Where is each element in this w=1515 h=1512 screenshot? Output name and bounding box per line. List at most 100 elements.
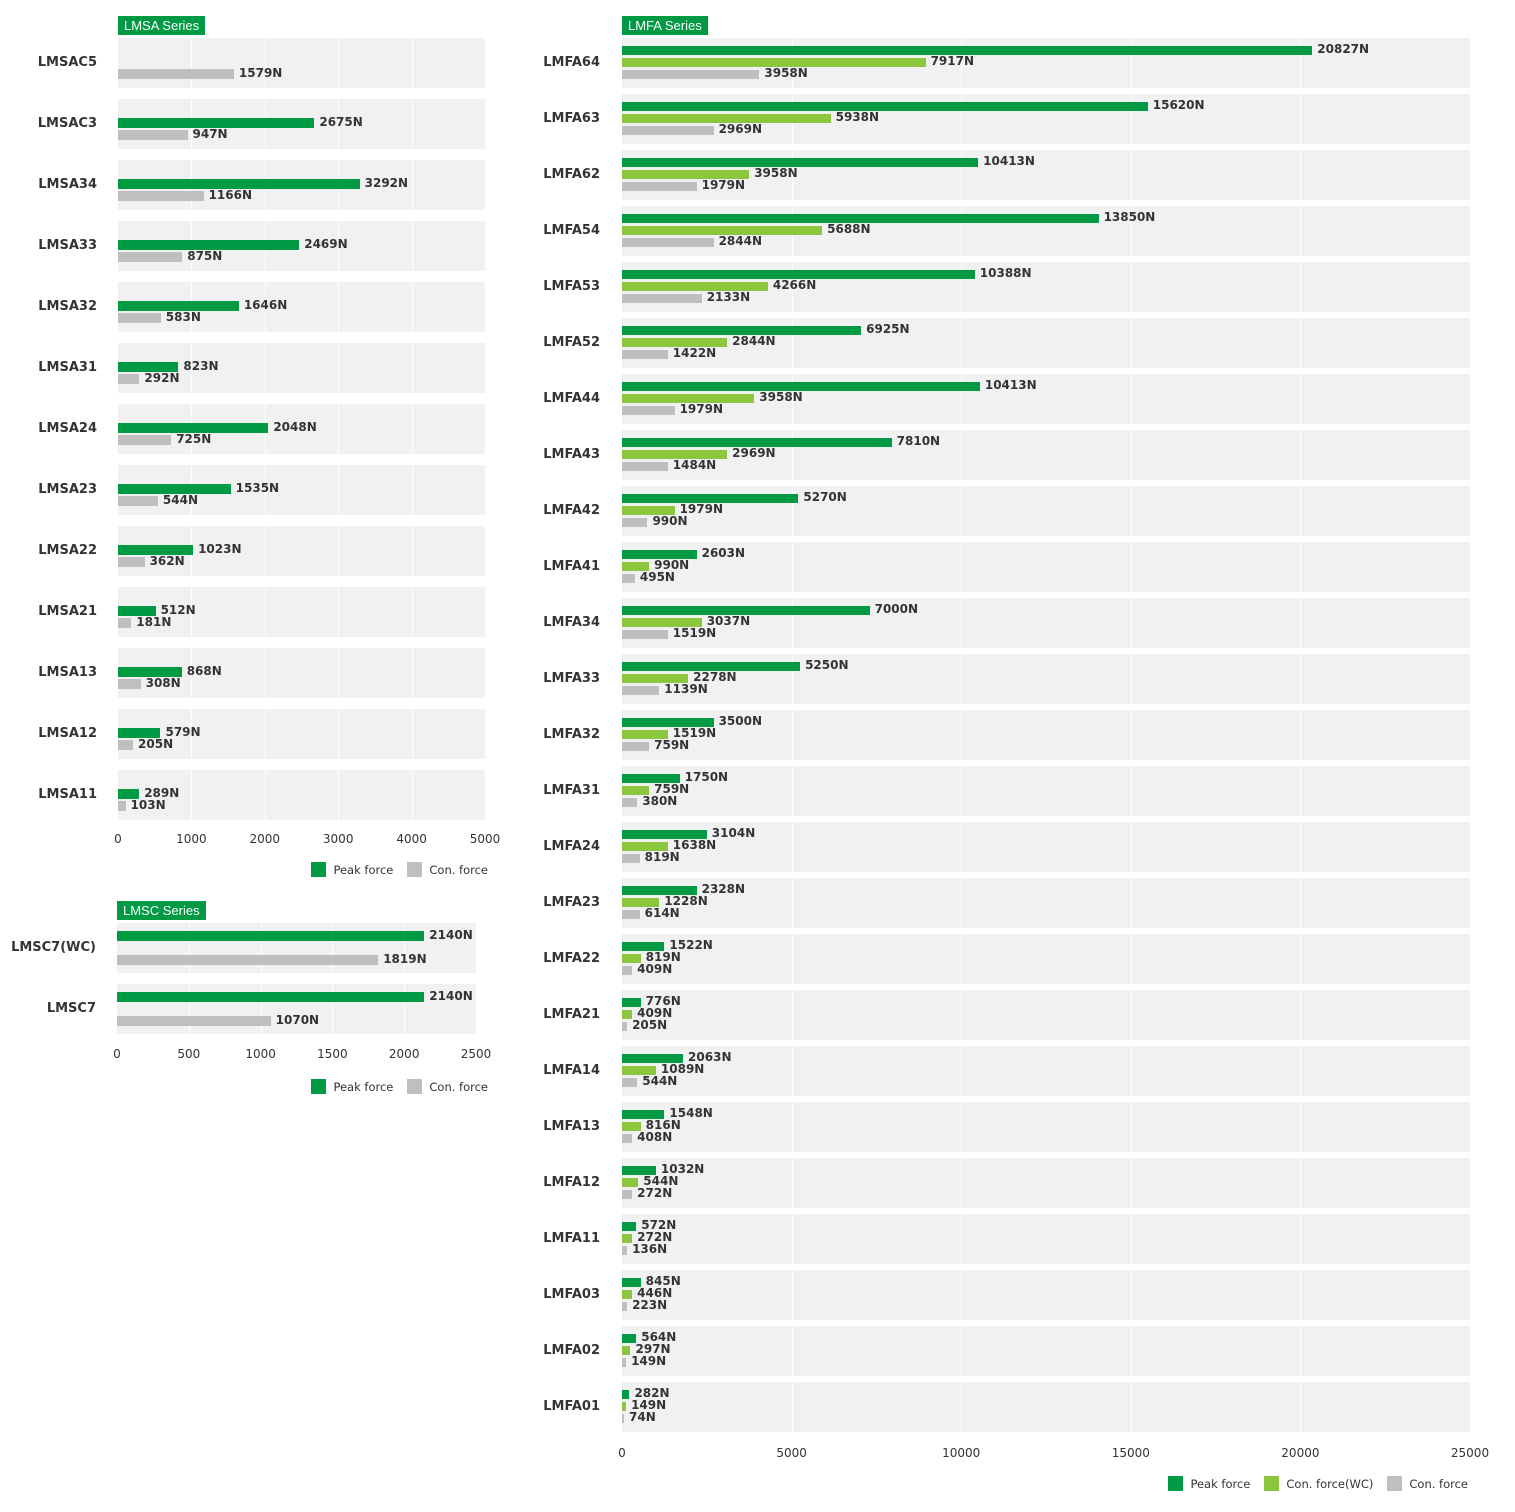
lmfa-bar-peak-force [622,213,1099,223]
lmfa-value-label: 5938N [835,110,880,124]
lmfa-bar-con-force-wc [622,897,660,907]
legend-label: Con. force [429,862,488,877]
legend-swatch [407,862,423,877]
lmsa-gridline [411,587,413,637]
lmfa-bar-con-force-wc [622,729,668,739]
lmfa-gridline [961,1270,963,1320]
lmsa-row-label: LMSA33 [38,238,97,253]
lmfa-value-label: 5250N [805,658,849,672]
lmfa-bar-con-force-wc [622,337,728,347]
lmsa-value-label: 875N [187,249,223,263]
lmsa-gridline [191,709,193,759]
lmfa-gridline [961,1326,963,1376]
lmfa-row-label: LMFA54 [543,223,600,238]
lmfa-value-label: 10413N [984,378,1037,392]
lmsa-row-label: LMSA34 [38,177,97,192]
lmfa-gridline [1300,374,1302,424]
lmsc-legend-item: Peak force [311,1079,393,1094]
lmsa-value-label: 289N [144,786,180,800]
lmsa-gridline [264,648,266,698]
lmfa-bar-con-force-wc [622,505,675,515]
lmsa-row-label: LMSA24 [38,421,97,436]
lmsa-row-band [118,587,485,637]
legend-swatch [311,1079,327,1094]
lmfa-bar-con-force [622,909,640,919]
lmfa-gridline [1300,430,1302,480]
lmsc-value-label: 1070N [275,1013,320,1027]
lmfa-value-label: 2969N [718,122,763,136]
lmfa-bar-con-force-wc [622,1401,627,1411]
lmfa-bar-peak-force [622,325,862,335]
lmfa-value-label: 1979N [701,178,746,192]
lmfa-value-label: 205N [632,1018,668,1032]
lmfa-gridline [1300,542,1302,592]
lmfa-bar-peak-force [622,1165,656,1175]
lmfa-value-label: 15620N [1152,98,1205,112]
lmfa-row-label: LMFA02 [543,1343,600,1358]
lmfa-bar-peak-force [622,773,680,783]
lmfa-bar-con-force-wc [622,1233,633,1243]
lmfa-value-label: 6925N [866,322,910,336]
lmfa-value-label: 819N [644,850,680,864]
lmsa-tick-label: 3000 [322,832,354,846]
lmfa-value-label: 759N [654,738,690,752]
lmfa-bar-con-force-wc [622,841,668,851]
lmfa-value-label: 2063N [688,1050,732,1064]
lmfa-gridline [1130,318,1132,368]
lmfa-gridline [1300,486,1302,536]
lmsc-bar-con-force [117,1016,271,1026]
lmfa-gridline [961,262,963,312]
lmsa-gridline [338,465,340,515]
lmsa-bar-peak-force [118,118,315,128]
lmfa-gridline [791,1382,793,1432]
lmsa-gridline [338,282,340,332]
lmfa-gridline [1300,1158,1302,1208]
lmsa-gridline [264,770,266,820]
lmsa-tick-label: 4000 [396,832,427,846]
lmfa-row-label: LMFA52 [543,335,600,350]
lmsa-row-label: LMSA11 [38,787,97,802]
lmsa-value-label: 308N [145,676,181,690]
lmfa-bar-peak-force [622,381,980,391]
lmfa-gridline [791,654,793,704]
lmfa-gridline [1130,150,1132,200]
lmfa-bar-peak-force [622,1277,641,1287]
lmfa-legend-item: Peak force [1168,1476,1250,1491]
lmfa-value-label: 1548N [669,1106,713,1120]
lmfa-value-label: 3958N [764,66,808,80]
lmfa-gridline [961,94,963,144]
lmfa-bar-con-force-wc [622,673,689,683]
lmfa-value-label: 13850N [1103,210,1156,224]
lmfa-row-label: LMFA33 [543,671,600,686]
lmfa-value-label: 990N [654,558,690,572]
lmfa-bar-con-force [622,517,648,527]
lmfa-value-label: 223N [632,1298,668,1312]
lmfa-gridline [961,878,963,928]
lmsa-row-label: LMSA13 [38,665,97,680]
lmfa-tick-label: 15000 [1111,1446,1150,1460]
lmfa-value-label: 3104N [711,826,756,840]
lmfa-bar-con-force [622,349,668,359]
lmfa-gridline [1130,1214,1132,1264]
lmfa-gridline [1130,486,1132,536]
lmfa-row-label: LMFA21 [543,1007,600,1022]
lmfa-value-label: 776N [645,994,681,1008]
lmfa-row-band [622,822,1470,872]
lmfa-value-label: 1638N [672,838,717,852]
lmfa-gridline [1300,1046,1302,1096]
lmfa-value-label: 2278N [693,670,737,684]
lmfa-gridline [1130,374,1132,424]
lmfa-gridline [961,654,963,704]
lmfa-gridline [791,1102,793,1152]
lmsc-bar-peak-force [117,931,425,941]
lmsa-gridline [411,770,413,820]
lmsc-legend-item: Con. force [407,1079,488,1094]
lmsa-row-label: LMSAC5 [37,55,97,70]
lmfa-gridline [1300,1270,1302,1320]
lmsa-gridline [411,404,413,454]
lmsa-gridline [191,38,193,88]
lmfa-gridline [791,1270,793,1320]
lmfa-value-label: 1089N [660,1062,705,1076]
lmsa-row-label: LMSA23 [38,482,97,497]
lmfa-gridline [791,710,793,760]
